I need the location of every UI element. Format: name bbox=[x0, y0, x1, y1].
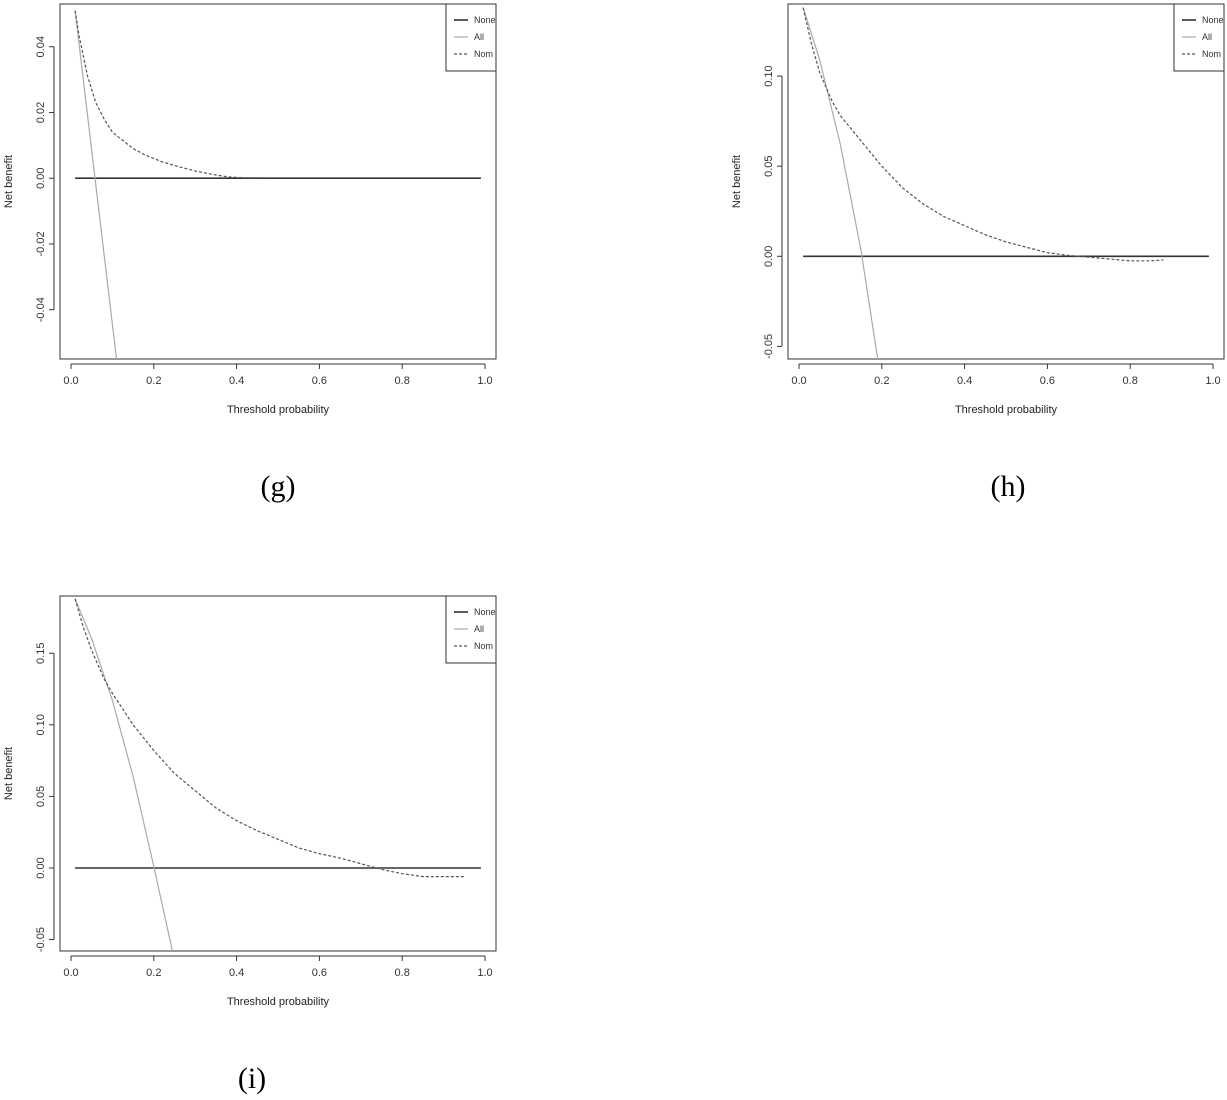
legend-label-nom: Nom bbox=[474, 49, 493, 59]
chart-svg-h: 0.0 0.2 0.4 0.6 0.8 1.0 -0.05 0.00 0.05 0.10 Thres… bbox=[731, 3, 1225, 416]
x-tick-label: 0.8 bbox=[395, 375, 410, 387]
y-tick-label: 0.05 bbox=[763, 155, 775, 176]
chart-panel-i: 0.0 0.2 0.4 0.6 0.8 1.0 -0.05 0.00 0.05 0.10 0.15 T… bbox=[0, 592, 520, 1022]
x-tick-label: 0.6 bbox=[312, 967, 327, 979]
legend-label-all: All bbox=[1202, 32, 1212, 42]
y-tick-label: 0.05 bbox=[35, 786, 47, 807]
series-line-all bbox=[74, 598, 173, 951]
panel-label-h: (h) bbox=[990, 470, 1026, 503]
series-line-all bbox=[802, 7, 879, 359]
y-tick-label: -0.05 bbox=[35, 927, 47, 952]
x-tick-label: 0.0 bbox=[63, 967, 78, 979]
y-tick-label: 0.00 bbox=[35, 857, 47, 878]
legend-label-none: None bbox=[1202, 15, 1224, 25]
plot-frame bbox=[787, 3, 1225, 360]
legend-label-none: None bbox=[474, 607, 496, 617]
chart-svg-i: 0.0 0.2 0.4 0.6 0.8 1.0 -0.05 0.00 0.05 0.10 0.15 T… bbox=[3, 595, 497, 1008]
legend-label-nom: Nom bbox=[1202, 49, 1221, 59]
y-axis-title: Net benefit bbox=[3, 747, 15, 800]
y-tick-label: 0.04 bbox=[35, 36, 47, 57]
y-axis-title: Net benefit bbox=[3, 155, 15, 208]
y-tick-label: 0.02 bbox=[35, 102, 47, 123]
series-line-nom bbox=[802, 7, 1164, 262]
x-tick-label: 0.4 bbox=[957, 375, 972, 387]
series-line-all bbox=[74, 10, 118, 359]
y-axis-title: Net benefit bbox=[731, 155, 743, 208]
y-tick-label: 0.10 bbox=[35, 714, 47, 735]
x-tick-label: 1.0 bbox=[477, 375, 492, 387]
legend-label-none: None bbox=[474, 15, 496, 25]
plot-frame bbox=[59, 595, 497, 952]
x-axis-title: Threshold probability bbox=[955, 404, 1058, 416]
x-tick-label: 0.0 bbox=[63, 375, 78, 387]
chart-panel-h: 0.0 0.2 0.4 0.6 0.8 1.0 -0.05 0.00 0.05 0.10 Thres… bbox=[728, 0, 1227, 430]
x-tick-label: 1.0 bbox=[477, 967, 492, 979]
panel-label-g: (g) bbox=[260, 470, 296, 503]
series-line-nom bbox=[74, 598, 465, 878]
legend-label-all: All bbox=[474, 624, 484, 634]
panel-label-i: (i) bbox=[237, 1062, 267, 1095]
series-group bbox=[74, 598, 481, 951]
y-tick-label: 0.00 bbox=[763, 246, 775, 267]
series-line-nom bbox=[74, 10, 266, 179]
y-tick-label: -0.04 bbox=[35, 297, 47, 322]
legend-label-nom: Nom bbox=[474, 641, 493, 651]
x-tick-label: 0.2 bbox=[874, 375, 889, 387]
x-tick-label: 0.4 bbox=[229, 967, 244, 979]
y-tick-label: 0.00 bbox=[35, 168, 47, 189]
x-tick-label: 0.6 bbox=[312, 375, 327, 387]
x-tick-label: 0.2 bbox=[146, 967, 161, 979]
legend-label-all: All bbox=[474, 32, 484, 42]
y-tick-label: -0.02 bbox=[35, 231, 47, 256]
x-tick-label: 0.2 bbox=[146, 375, 161, 387]
series-group bbox=[802, 7, 1209, 359]
x-tick-label: 0.8 bbox=[1123, 375, 1138, 387]
chart-panel-g: 0.0 0.2 0.4 0.6 0.8 1.0 -0.04 -0.02 0.00 0.02 0.04… bbox=[0, 0, 520, 430]
x-axis-title: Threshold probability bbox=[227, 996, 330, 1008]
plot-frame bbox=[59, 3, 497, 360]
x-tick-label: 0.6 bbox=[1040, 375, 1055, 387]
x-tick-label: 0.4 bbox=[229, 375, 244, 387]
chart-svg-g: 0.0 0.2 0.4 0.6 0.8 1.0 -0.04 -0.02 0.00 0.02 0.04… bbox=[3, 3, 497, 416]
y-tick-label: 0.15 bbox=[35, 643, 47, 664]
x-tick-label: 0.0 bbox=[791, 375, 806, 387]
y-tick-label: -0.05 bbox=[763, 334, 775, 359]
series-group bbox=[74, 10, 481, 359]
x-axis-title: Threshold probability bbox=[227, 404, 330, 416]
y-tick-label: 0.10 bbox=[763, 65, 775, 86]
x-tick-label: 1.0 bbox=[1205, 375, 1220, 387]
x-tick-label: 0.8 bbox=[395, 967, 410, 979]
